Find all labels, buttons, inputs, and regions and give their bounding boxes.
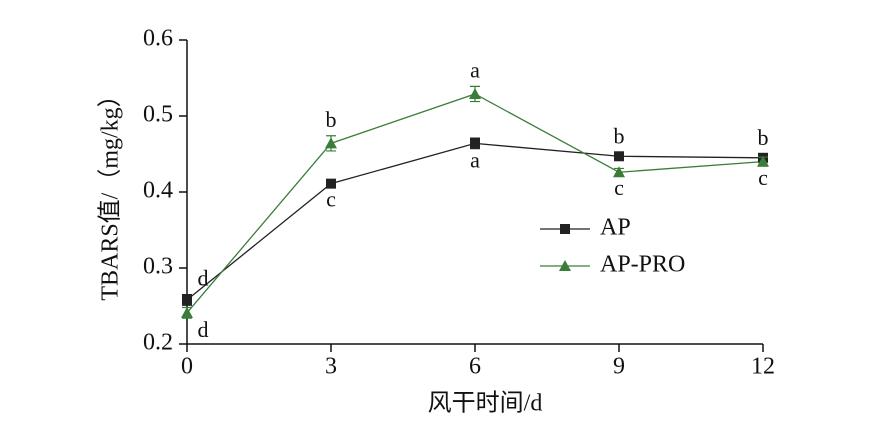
y-tick-label: 0.4 (143, 178, 173, 204)
y-tick-label: 0.6 (143, 26, 173, 52)
x-tick-label: 9 (613, 354, 625, 380)
significance-label: d (198, 266, 209, 291)
series-line (186, 93, 764, 314)
data-point (757, 155, 769, 167)
x-tick-label: 12 (751, 354, 775, 380)
data-point (182, 294, 192, 305)
data-point (613, 166, 625, 178)
legend-marker (559, 260, 571, 271)
x-tick-label: 0 (181, 354, 193, 380)
significance-label: b (326, 107, 337, 132)
significance-label: a (470, 148, 480, 173)
legend-label: AP (600, 215, 631, 241)
y-tick-label: 0.3 (143, 254, 173, 280)
significance-label: c (326, 186, 336, 211)
data-point (181, 306, 193, 318)
significance-label: a (470, 57, 480, 82)
data-point (470, 138, 480, 149)
significance-label: c (614, 175, 624, 200)
y-tick-label: 0.5 (143, 102, 173, 128)
x-tick-label: 3 (325, 354, 337, 380)
data-point (614, 151, 624, 162)
y-tick-label: 0.2 (143, 330, 173, 356)
data-point (325, 137, 337, 149)
significance-label: b (758, 125, 769, 150)
significance-label: d (198, 317, 209, 342)
x-tick-label: 6 (469, 354, 481, 380)
significance-label: b (614, 124, 625, 149)
legend-label: AP-PRO (600, 252, 685, 278)
significance-label: c (758, 165, 768, 190)
data-point (469, 87, 481, 99)
legend-marker (560, 224, 570, 234)
x-axis-label: 风干时间/d (428, 390, 543, 417)
data-point (326, 178, 336, 189)
y-axis-label: TBARS值/（mg/kg） (97, 83, 124, 300)
